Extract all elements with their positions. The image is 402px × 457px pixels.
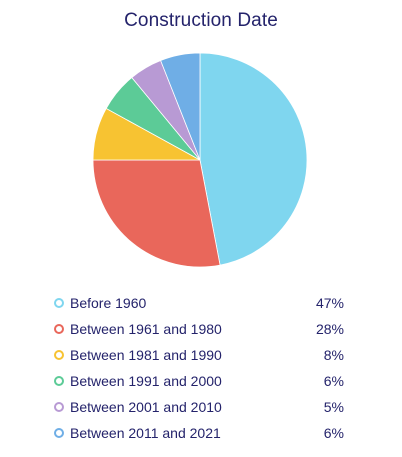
legend-item: Between 2001 and 2010 5% xyxy=(54,394,352,420)
legend-value: 6% xyxy=(323,425,344,441)
pie-slice-2 xyxy=(92,159,221,268)
legend-marker-icon xyxy=(54,428,64,438)
legend-label: Before 1960 xyxy=(70,295,147,311)
pie-slice-1 xyxy=(199,52,308,266)
pie-slice-6 xyxy=(160,52,201,161)
legend-marker-icon xyxy=(54,350,64,360)
legend-label: Between 1981 and 1990 xyxy=(70,347,222,363)
legend-item: Between 1961 and 1980 28% xyxy=(54,316,352,342)
legend-marker-icon xyxy=(54,402,64,412)
legend-value: 6% xyxy=(323,373,344,389)
legend-label: Between 2001 and 2010 xyxy=(70,399,222,415)
pie-chart xyxy=(92,52,308,268)
legend: Before 1960 47% Between 1961 and 1980 28% Be… xyxy=(54,290,352,446)
legend-marker-icon xyxy=(54,324,64,334)
legend-marker-icon xyxy=(54,298,64,308)
legend-item: Between 2011 and 2021 6% xyxy=(54,420,352,446)
legend-label: Between 2011 and 2021 xyxy=(70,425,221,441)
legend-item: Between 1991 and 2000 6% xyxy=(54,368,352,394)
legend-value: 5% xyxy=(323,399,344,415)
legend-item: Before 1960 47% xyxy=(54,290,352,316)
legend-label: Between 1961 and 1980 xyxy=(70,321,222,337)
legend-value: 8% xyxy=(323,347,344,363)
legend-item: Between 1981 and 1990 8% xyxy=(54,342,352,368)
legend-label: Between 1991 and 2000 xyxy=(70,373,222,389)
legend-value: 28% xyxy=(315,321,344,337)
legend-marker-icon xyxy=(54,376,64,386)
legend-value: 47% xyxy=(315,295,344,311)
chart-title: Construction Date xyxy=(124,10,278,31)
